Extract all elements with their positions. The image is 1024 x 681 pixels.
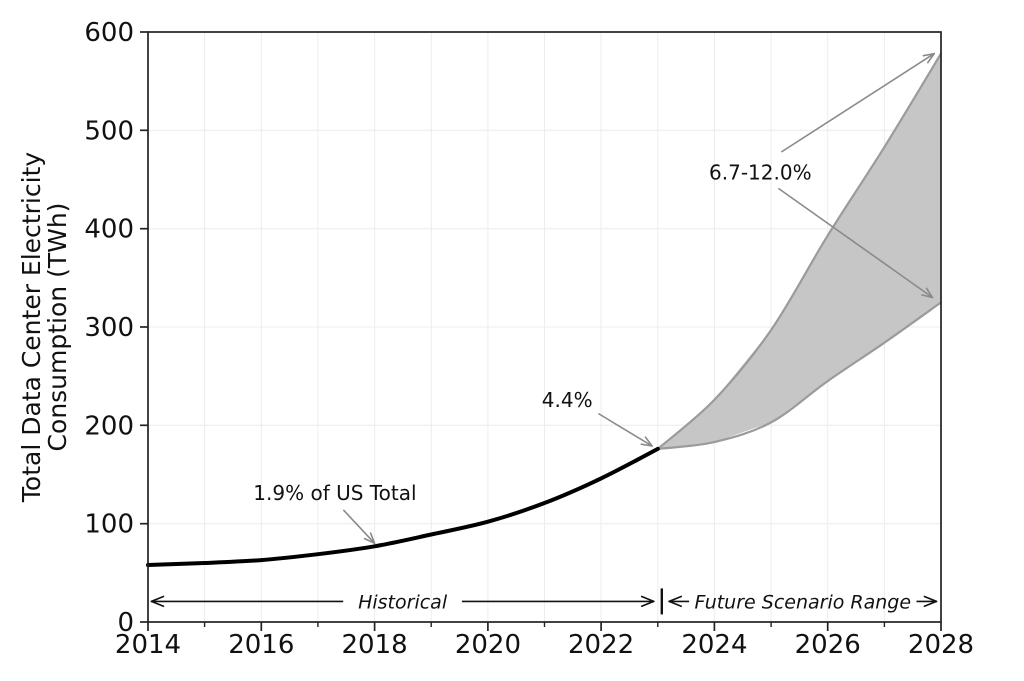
y-axis-label-line: Total Data Center Electricity xyxy=(17,152,46,503)
arrowhead xyxy=(369,532,376,545)
x-tick-label: 2022 xyxy=(568,630,634,660)
y-tick-label: 600 xyxy=(84,18,134,48)
x-tick-label: 2020 xyxy=(455,630,521,660)
y-tick-label: 200 xyxy=(84,411,134,441)
y-tick-label: 100 xyxy=(84,510,134,540)
annotation-arrow xyxy=(342,509,376,544)
range-label-text: Historical xyxy=(358,591,448,613)
y-tick-label: 400 xyxy=(84,215,134,245)
arrowhead xyxy=(644,436,653,447)
y-tick-label: 300 xyxy=(84,313,134,343)
x-tick-label: 2026 xyxy=(795,630,861,660)
y-axis-label-line: Consumption (TWh) xyxy=(43,203,72,452)
arrowhead xyxy=(668,595,683,603)
annotation-arrow xyxy=(597,412,653,447)
annotations: 1.9% of US Total 4.4% 6.7-12.0% xyxy=(253,52,936,545)
x-tick-label: 2016 xyxy=(228,630,294,660)
arrowhead xyxy=(640,595,655,603)
arrowhead xyxy=(150,600,165,608)
arrowhead xyxy=(923,600,938,608)
historical-line-group xyxy=(146,446,660,567)
axis-ticks: 2014 2016 2018 2020 2022 2024 2026 2028 0 100 200 3… xyxy=(84,18,974,660)
arrowhead xyxy=(640,443,653,447)
range-annotations: Historical Future Scenario Range xyxy=(150,588,938,615)
annotation-text: 6.7-12.0% xyxy=(709,161,812,185)
arrowhead xyxy=(926,52,936,64)
x-tick-label: 2028 xyxy=(908,630,974,660)
scenario-band-upper-edge xyxy=(656,52,943,450)
x-tick-label: 2014 xyxy=(115,630,181,660)
arrowhead xyxy=(150,595,165,603)
historical-line xyxy=(146,446,660,567)
arrowhead xyxy=(363,537,376,545)
arrowhead xyxy=(925,287,934,299)
annotation-arrow xyxy=(780,52,935,153)
scenario-band xyxy=(657,53,941,449)
arrowhead xyxy=(922,52,936,57)
arrowhead xyxy=(923,595,938,603)
annotation-text: 4.4% xyxy=(542,388,593,412)
arrowhead xyxy=(668,600,683,608)
y-tick-label: 500 xyxy=(84,116,134,146)
x-tick-label: 2024 xyxy=(681,630,747,660)
y-axis-label: Total Data Center ElectricityConsumption… xyxy=(17,152,72,503)
scenario-band-lower-edge xyxy=(656,301,943,450)
x-tick-label: 2018 xyxy=(342,630,408,660)
range-label-text: Future Scenario Range xyxy=(695,591,912,613)
y-tick-label: 0 xyxy=(117,608,134,638)
annotation-arrow xyxy=(777,187,933,299)
arrowhead xyxy=(640,600,655,608)
annotation-text: 1.9% of US Total xyxy=(253,481,416,505)
scenario-band-group xyxy=(656,52,943,450)
arrowhead xyxy=(920,294,934,299)
